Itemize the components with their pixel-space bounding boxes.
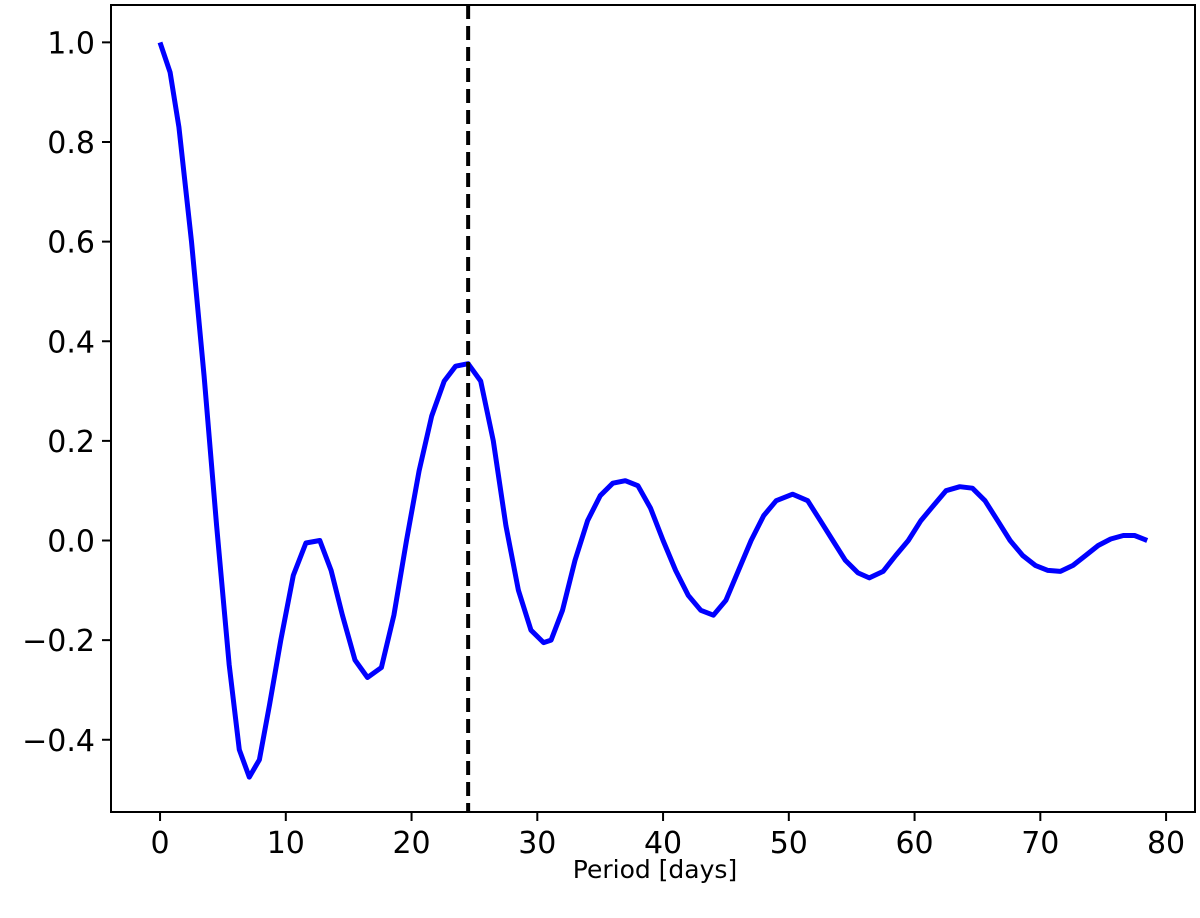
x-tick-label: 50 (770, 826, 808, 861)
axes-frame (110, 4, 1196, 813)
x-tick-label: 10 (267, 826, 305, 861)
y-tick-label: 0.0 (47, 525, 95, 560)
plot-area (157, 5, 1149, 812)
y-tick-label: 1.0 (47, 26, 95, 61)
axes: 0 10 20 30 40 50 60 70 80 −0.4 −0.2 0.0 0.2 0.4 0.6 0.8… (22, 4, 1196, 861)
x-tick-label: 70 (1021, 826, 1059, 861)
y-tick-label: −0.2 (22, 624, 95, 659)
x-tick-label: 80 (1147, 826, 1185, 861)
y-tick-label: 0.2 (47, 425, 95, 460)
x-axis-label: Period [days] (573, 855, 737, 884)
x-tick-label: 30 (518, 826, 556, 861)
y-tick-label: 0.4 (47, 325, 95, 360)
y-tick-label: −0.4 (22, 724, 95, 759)
y-tick-label: 0.8 (47, 126, 95, 161)
y-tick-label: 0.6 (47, 226, 95, 261)
series-line-0 (157, 41, 1149, 780)
x-tick-label: 40 (644, 826, 682, 861)
x-tick-label: 20 (392, 826, 430, 861)
x-tick-label: 0 (150, 826, 169, 861)
x-tick-label: 60 (895, 826, 933, 861)
